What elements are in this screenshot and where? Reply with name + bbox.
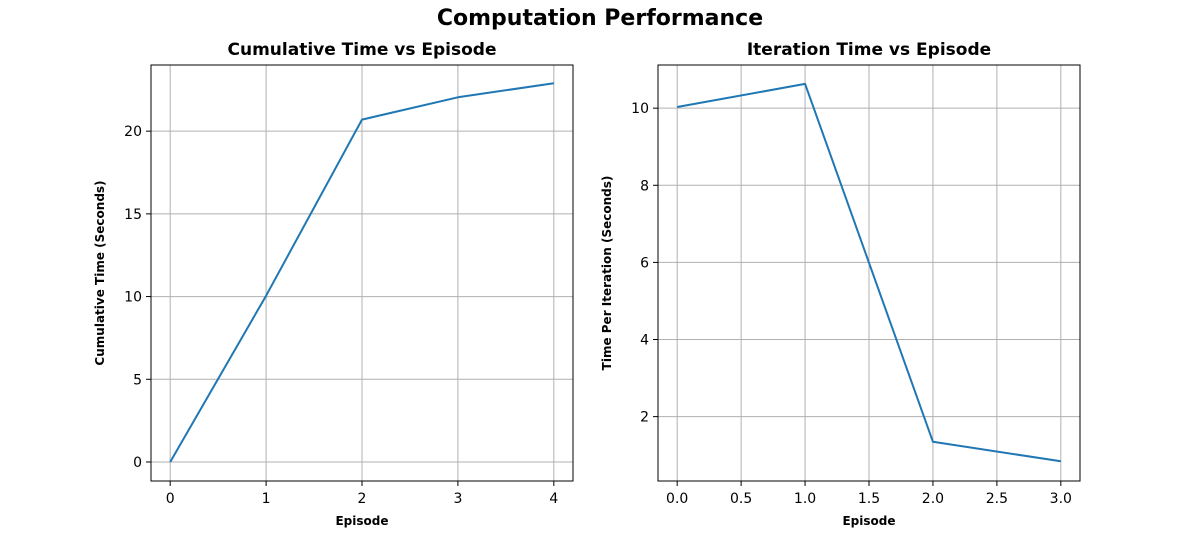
x-tick-label: 3	[453, 491, 462, 507]
x-tick-label: 0	[166, 491, 175, 507]
subplot-title: Cumulative Time vs Episode	[228, 40, 497, 60]
x-axis-label: Episode	[335, 514, 388, 528]
y-tick-label: 0	[133, 455, 142, 471]
y-tick-label: 10	[124, 290, 142, 306]
x-tick-label: 1.0	[794, 491, 816, 507]
x-tick-label: 2.5	[986, 491, 1008, 507]
x-tick-label: 2.0	[922, 491, 944, 507]
subplot-1: 0 1 2 3 4 0 5 10 15 20 Cumulative Time vs Episode E…	[93, 40, 574, 528]
y-tick-label: 8	[640, 178, 649, 194]
x-tick-label: 3.0	[1050, 491, 1072, 507]
y-tick-label: 5	[133, 372, 142, 388]
x-tick-label: 0.5	[730, 491, 752, 507]
y-tick-label: 15	[124, 207, 142, 223]
y-tick-label: 6	[640, 255, 649, 271]
figure-title: Computation Performance	[436, 6, 764, 31]
x-tick-label: 2	[358, 491, 367, 507]
x-tick-label: 0.0	[666, 491, 688, 507]
y-tick-label: 20	[124, 124, 142, 140]
x-axis-label: Episode	[842, 514, 895, 528]
series-line	[677, 82, 1061, 463]
y-axis-label: Time Per Iteration (Seconds)	[600, 176, 614, 371]
x-tick-label: 1.5	[858, 491, 880, 507]
series-line	[169, 82, 554, 463]
y-tick-label: 10	[631, 101, 649, 117]
subplot-title: Iteration Time vs Episode	[747, 40, 991, 60]
x-tick-label: 1	[262, 491, 271, 507]
x-tick-label: 4	[549, 491, 558, 507]
y-tick-label: 2	[640, 410, 649, 426]
y-axis-label: Cumulative Time (Seconds)	[93, 180, 107, 365]
y-tick-label: 4	[640, 333, 649, 349]
subplot-2: 0.0 0.5 1.0 1.5 2.0 2.5 3.0 2 4 6 8 10 Iteration Tim…	[600, 40, 1081, 528]
